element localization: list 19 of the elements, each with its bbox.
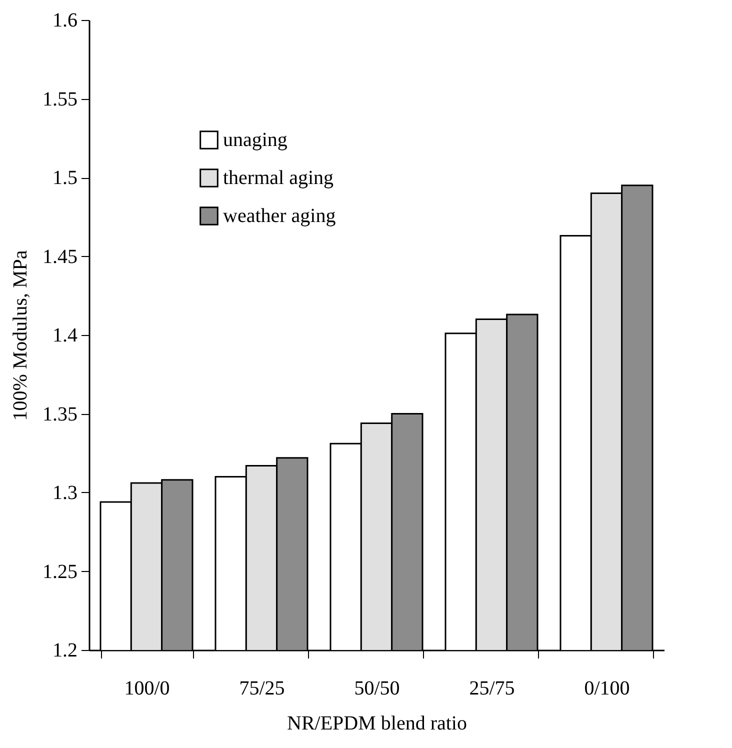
x-axis-title: NR/EPDM blend ratio: [287, 712, 467, 734]
y-tick-label: 1.35: [42, 403, 78, 426]
y-tick-label: 1.3: [52, 482, 78, 504]
x-tick-label: 75/25: [239, 678, 285, 700]
legend-label: thermal aging: [223, 167, 334, 189]
y-tick-label: 1.2: [52, 640, 78, 662]
y-tick-label: 1.55: [42, 88, 78, 110]
legend-label: weather aging: [223, 205, 336, 227]
y-tick-label: 1.4: [52, 324, 78, 346]
x-tick-label: 0/100: [584, 678, 630, 700]
x-tick-label: 50/50: [354, 678, 400, 700]
y-tick-label: 1.6: [52, 10, 78, 32]
legend-label: unaging: [223, 129, 288, 151]
x-tick-label: 100/0: [124, 678, 170, 700]
y-tick-label: 1.5: [52, 167, 78, 189]
y-tick-label: 1.25: [42, 560, 78, 583]
y-axis-title: 100% Modulus, MPa: [10, 250, 32, 421]
y-tick-label: 1.45: [42, 246, 78, 268]
x-tick-label: 25/75: [469, 678, 515, 700]
